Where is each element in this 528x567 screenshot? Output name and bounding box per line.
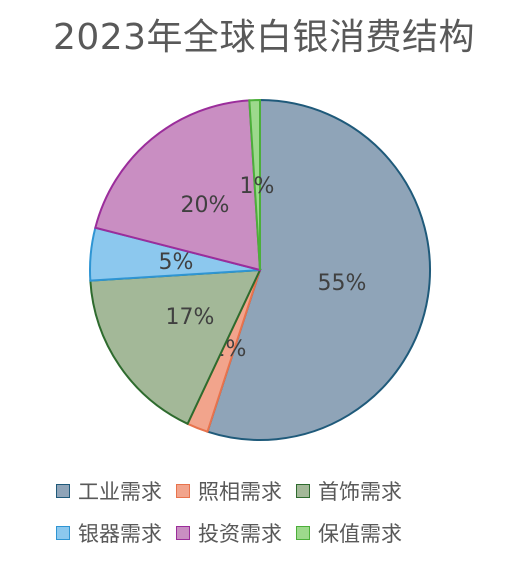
legend-swatch	[56, 484, 70, 498]
chart-title: 2023年全球白银消费结构	[52, 17, 476, 58]
legend-label: 首饰需求	[318, 480, 402, 504]
legend-label: 照相需求	[198, 480, 282, 504]
legend-swatch	[176, 526, 190, 540]
legend-label: 工业需求	[78, 480, 162, 504]
legend-item-1: 照相需求	[176, 476, 282, 506]
pie-data-label-2: 17%	[166, 305, 215, 330]
legend-swatch	[296, 526, 310, 540]
pie-data-label-5: 1%	[240, 174, 275, 199]
legend-item-0: 工业需求	[56, 476, 162, 506]
legend-swatch	[176, 484, 190, 498]
pie-data-label-4: 20%	[181, 193, 230, 218]
legend-swatch	[56, 526, 70, 540]
chart-legend: 工业需求 照相需求 首饰需求银器需求 投资需求 保值需求	[56, 476, 496, 548]
legend-label: 投资需求	[198, 522, 282, 546]
legend-label: 银器需求	[78, 522, 162, 546]
legend-label: 保值需求	[318, 522, 402, 546]
pie-slice-0	[206, 98, 431, 441]
legend-item-4: 投资需求	[176, 518, 282, 548]
pie-slice-5	[248, 98, 261, 271]
pie-slice-2	[89, 268, 262, 426]
legend-item-5: 保值需求	[296, 518, 402, 548]
pie-slice-4	[94, 99, 262, 272]
pie-data-label-3: 5%	[159, 250, 194, 275]
legend-swatch	[296, 484, 310, 498]
pie-data-label-0: 55%	[318, 271, 367, 296]
legend-item-2: 首饰需求	[296, 476, 402, 506]
legend-item-3: 银器需求	[56, 518, 162, 548]
